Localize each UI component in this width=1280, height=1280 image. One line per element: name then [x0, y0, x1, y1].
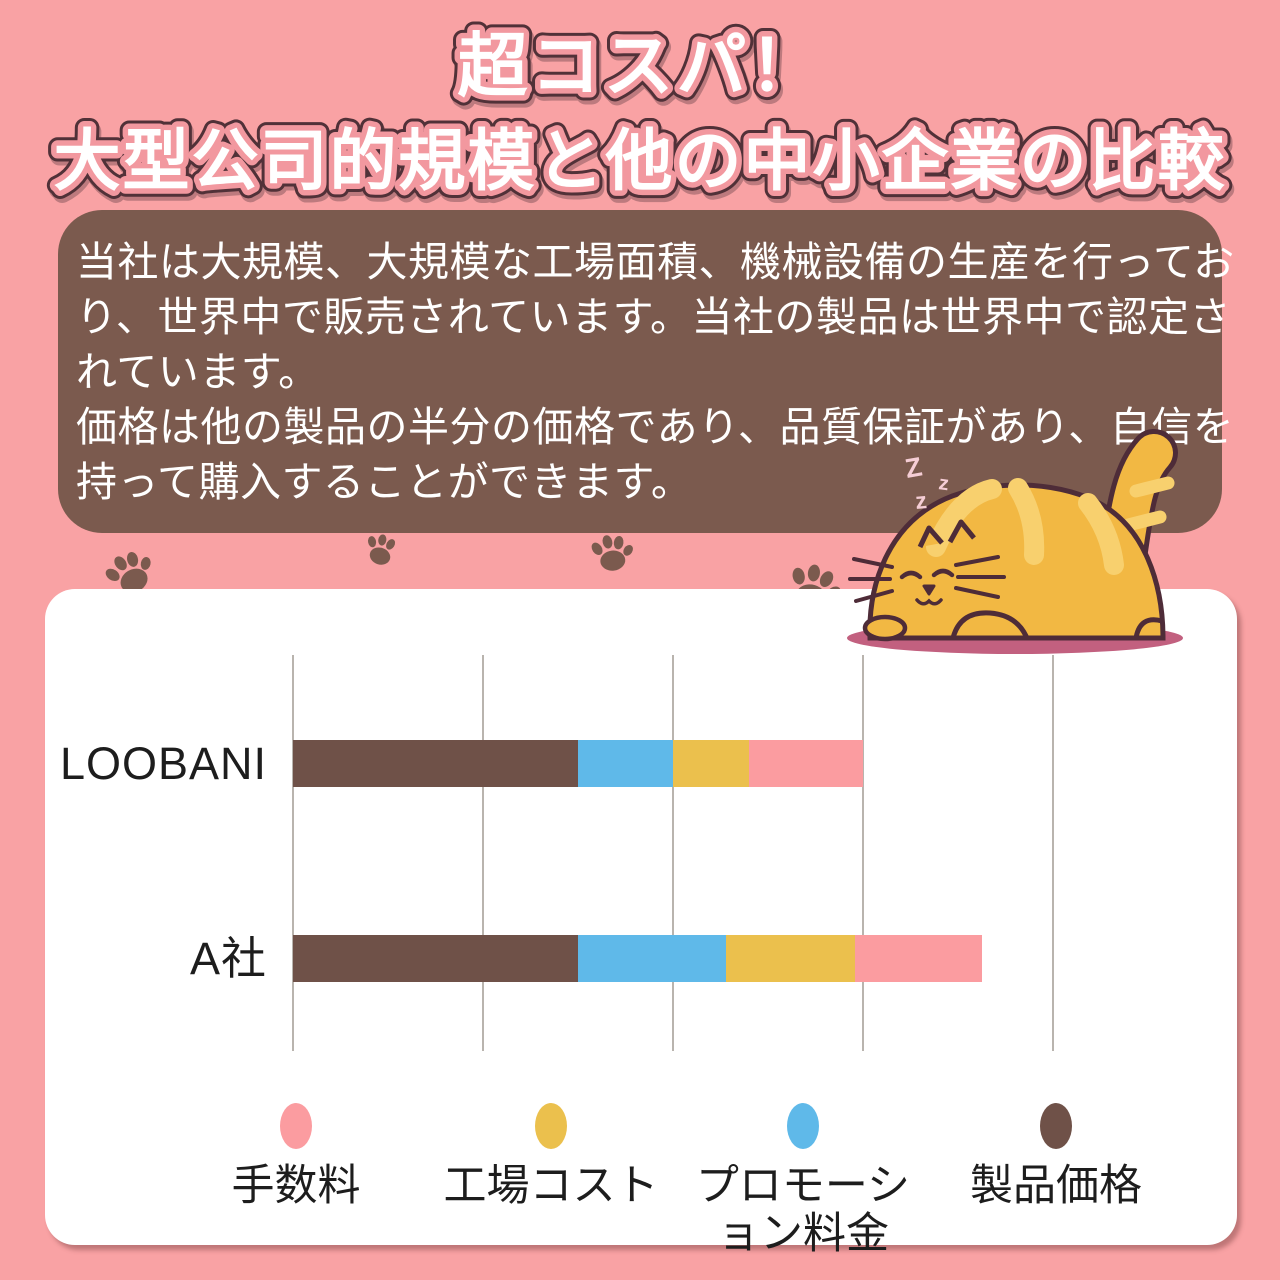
gridline — [1052, 655, 1054, 1051]
legend-item: 手数料 — [181, 1103, 411, 1210]
page-title: 超コスパ！ 超コスパ！ 超コスパ！ 大型公司的規模と他の中小企業の比較 大型公司… — [45, 19, 1235, 212]
row-label: LOOBANI — [59, 738, 267, 789]
bar-segment — [293, 740, 578, 787]
bar-segment — [673, 740, 749, 787]
legend-marker — [787, 1103, 819, 1149]
legend-item: 製品価格 — [941, 1103, 1171, 1210]
zzz-icon: Z z z — [903, 451, 950, 513]
paw-print-icon — [591, 535, 633, 571]
legend-label: 製品価格 — [970, 1162, 1142, 1210]
intro-line-1: 当社は大規模、大規模な工場面積、機械設備の生産を行ってお — [76, 239, 1235, 285]
intro-line-2: り、世界中で販売されています。当社の製品は世界中で認定さ — [76, 294, 1232, 340]
chart-legend: 手数料 工場コスト プロモーション料金 製品価格 — [0, 1103, 1280, 1258]
intro-line-4: 価格は他の製品の半分の価格であり、品質保証があり、自信を — [76, 404, 1235, 450]
bar-segment — [293, 935, 578, 982]
cat-face — [848, 555, 1006, 606]
gridline — [862, 655, 864, 1051]
title-line1-shadow: 超コスパ！ — [460, 31, 825, 109]
legend-label: プロモーション料金 — [695, 1162, 911, 1258]
title-line2: 大型公司的規模と他の中小企業の比較 — [54, 124, 1227, 199]
title-line2-shadow: 大型公司的規模と他の中小企業の比較 — [56, 128, 1229, 203]
gridline — [292, 655, 294, 1051]
bar-segment — [578, 935, 726, 982]
paw-print-icon — [105, 551, 151, 593]
chart-card — [45, 589, 1237, 1245]
legend-marker — [535, 1103, 567, 1149]
sleeping-cat-illustration: Z z z — [847, 429, 1183, 654]
intro-text-box: 当社は大規模、大規模な工場面積、機械設備の生産を行ってお り、世界中で販売されて… — [58, 210, 1235, 533]
bar-chart: LOOBANI A社 — [60, 655, 1054, 1051]
bar-segment — [749, 740, 863, 787]
svg-text:z: z — [937, 472, 950, 495]
legend-item: 工場コスト — [436, 1103, 666, 1210]
legend-item: プロモーション料金 — [688, 1103, 918, 1258]
legend-marker — [1040, 1103, 1072, 1149]
cat-body — [862, 478, 1166, 642]
svg-text:Z: Z — [903, 451, 924, 483]
row-label: A社 — [189, 933, 267, 984]
bar-segment — [726, 935, 855, 982]
bar-segment — [578, 740, 673, 787]
gridline — [482, 655, 484, 1051]
intro-line-5: 持って購入することができます。 — [76, 459, 693, 505]
title-line1-outline: 超コスパ！ — [458, 27, 823, 105]
legend-marker — [280, 1103, 312, 1149]
bar-segment — [855, 935, 982, 982]
title-line2-outline: 大型公司的規模と他の中小企業の比較 — [54, 124, 1227, 199]
title-line1: 超コスパ！ — [458, 27, 823, 105]
chart-row-A社: A社 — [190, 935, 982, 982]
gridline — [672, 655, 674, 1051]
svg-text:z: z — [914, 487, 928, 514]
legend-label: 工場コスト — [443, 1162, 659, 1210]
legend-label: 手数料 — [231, 1162, 361, 1210]
chart-row-LOOBANI: LOOBANI — [60, 740, 863, 787]
intro-line-3: れています。 — [76, 349, 320, 395]
paw-print-icon — [368, 534, 396, 565]
